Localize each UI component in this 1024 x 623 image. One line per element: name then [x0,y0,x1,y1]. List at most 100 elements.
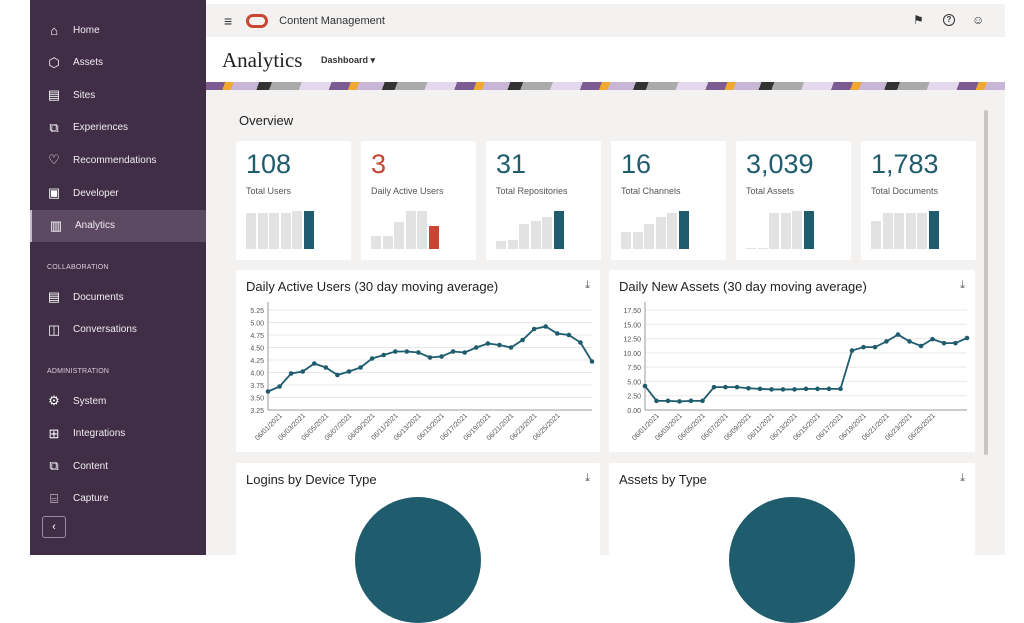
data-point[interactable] [265,389,271,394]
data-point[interactable] [369,356,375,361]
pie-slice[interactable] [355,497,481,623]
kpi-card[interactable]: 1,783 Total Documents [861,141,976,260]
data-point[interactable] [734,384,740,390]
data-point[interactable] [335,372,340,378]
data-point[interactable] [838,386,843,392]
data-point[interactable] [964,335,970,341]
data-point[interactable] [746,385,751,391]
line-chart-card: Daily Active Users (30 day moving averag… [236,270,600,452]
sidebar-item-sites[interactable]: ▤ Sites [30,79,206,111]
sidebar-item-recommendations[interactable]: ♡ Recommendations [30,144,206,176]
data-point[interactable] [520,337,525,343]
pie-slice[interactable] [729,497,855,623]
data-point[interactable] [497,342,502,348]
data-point[interactable] [508,345,514,350]
download-icon[interactable]: ⤓ [960,279,965,291]
data-point[interactable] [323,365,329,370]
kpi-bar [917,212,927,249]
data-point[interactable] [803,386,809,392]
data-point[interactable] [404,349,410,354]
scrollbar[interactable] [984,110,988,455]
sidebar-item-label: Analytics [75,220,116,232]
sidebar-item-capture[interactable]: ⌸ Capture [30,483,206,515]
data-point[interactable] [907,339,912,344]
data-point[interactable] [665,398,671,404]
data-point[interactable] [815,386,820,392]
data-point[interactable] [311,361,317,366]
data-point[interactable] [918,343,924,349]
sidebar-item-documents[interactable]: ▤ Documents [30,281,206,313]
sidebar-item-system[interactable]: ⚙ System [30,385,206,417]
kpi-card[interactable]: 108 Total Users [236,141,351,260]
sidebar-item-conversations[interactable]: ◫ Conversations [30,314,206,346]
data-point[interactable] [723,384,728,390]
data-point[interactable] [757,386,763,392]
data-point[interactable] [769,387,774,392]
data-point[interactable] [473,345,479,350]
kpi-card[interactable]: 3,039 Total Assets [736,141,851,260]
kpi-card[interactable]: 3 Daily Active Users [361,141,476,260]
data-point[interactable] [792,387,797,392]
data-point[interactable] [277,384,282,389]
y-tick-label: 3.25 [250,408,264,415]
sidebar-item-content[interactable]: ⧉ Content [30,450,206,482]
data-point[interactable] [711,384,717,390]
data-point[interactable] [780,387,786,392]
data-point[interactable] [450,349,456,354]
data-point[interactable] [941,340,947,346]
sidebar-item-developer[interactable]: ▣ Developer [30,177,206,209]
data-point[interactable] [895,332,901,337]
data-point[interactable] [462,350,468,355]
data-point[interactable] [861,344,866,350]
kpi-card[interactable]: 16 Total Channels [611,141,726,260]
data-point[interactable] [884,339,889,344]
dashboard-dropdown[interactable]: Dashboard ▾ [321,55,376,65]
data-point[interactable] [392,349,398,354]
data-point[interactable] [439,354,444,359]
kpi-value: 31 [496,149,527,179]
data-point[interactable] [485,341,491,346]
data-point[interactable] [930,336,935,342]
data-point[interactable] [427,355,433,360]
y-tick-label: 10.00 [623,351,641,358]
data-point[interactable] [531,326,537,332]
data-point[interactable] [381,352,387,358]
sidebar-item-analytics[interactable]: ▥ Analytics [30,209,206,242]
data-point[interactable] [300,369,306,374]
help-icon[interactable]: ? [943,14,955,26]
data-point[interactable] [358,365,363,370]
sidebar-item-experiences[interactable]: ⧉ Experiences [30,112,206,144]
data-point[interactable] [543,324,549,329]
sidebar-item-home[interactable]: ⌂ Home [30,14,206,46]
data-point[interactable] [700,398,705,404]
sidebar-item-integrations[interactable]: ⊞ Integrations [30,418,206,450]
collapse-sidebar-button[interactable]: ‹ [42,516,66,538]
download-icon[interactable]: ⤓ [585,279,590,291]
flag-icon[interactable]: ⚑ [913,13,924,27]
data-point[interactable] [416,350,421,355]
data-point[interactable] [688,398,694,404]
kpi-bar [542,216,552,249]
data-point[interactable] [642,383,648,389]
data-point[interactable] [346,369,352,374]
data-point[interactable] [654,398,659,404]
data-point[interactable] [566,332,572,338]
download-icon[interactable]: ⤓ [585,472,590,484]
data-point[interactable] [288,371,294,376]
sidebar-item-label: Content [73,460,109,472]
data-point[interactable] [589,359,595,364]
download-icon[interactable]: ⤓ [960,472,965,484]
data-point[interactable] [953,340,958,346]
data-point[interactable] [677,399,682,404]
data-point[interactable] [849,348,855,353]
gear-icon: ⚙ [48,393,60,408]
data-point[interactable] [554,331,560,336]
kpi-card[interactable]: 31 Total Repositories [486,141,601,260]
sidebar-item-assets[interactable]: ⬡ Assets [30,47,206,79]
user-icon[interactable]: ☺ [972,13,985,27]
data-point[interactable] [826,386,832,392]
kpi-bar [292,211,302,249]
hamburger-menu-icon[interactable]: ≡ [224,12,233,29]
data-point[interactable] [578,340,583,345]
data-point[interactable] [872,344,878,350]
